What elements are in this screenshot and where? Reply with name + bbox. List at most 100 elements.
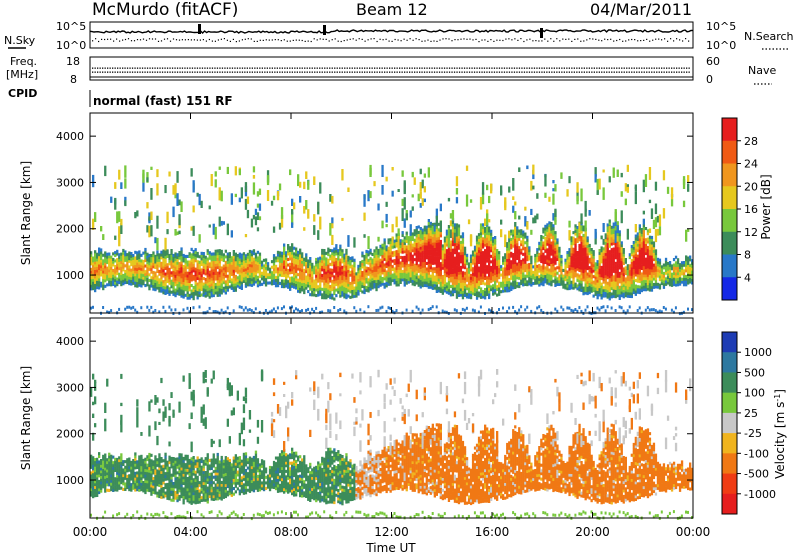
echo-cell	[180, 284, 182, 287]
echo-cell	[299, 260, 301, 263]
echo-cell	[440, 279, 442, 282]
echo-cell	[104, 271, 106, 274]
echo-cell	[373, 269, 375, 272]
noise-search-dot	[182, 39, 183, 40]
echo-cell	[124, 273, 126, 276]
echo-cell	[434, 287, 436, 290]
echo-cell	[227, 224, 229, 236]
echo-cell	[390, 255, 392, 258]
echo-cell	[154, 263, 156, 266]
echo-cell	[229, 269, 231, 272]
echo-cell	[558, 261, 560, 264]
echo-cell	[582, 287, 584, 290]
echo-cell	[520, 265, 522, 268]
echo-cell	[271, 260, 273, 263]
noise-search-dot	[236, 41, 237, 42]
echo-cell	[128, 279, 130, 282]
echo-cell	[259, 264, 261, 267]
echo-cell	[307, 273, 309, 276]
echo-cell	[580, 261, 582, 264]
echo-cell	[412, 244, 414, 247]
echo-cell	[506, 281, 508, 284]
echo-cell	[162, 252, 164, 255]
echo-cell	[323, 294, 325, 297]
echo-cell	[295, 275, 297, 278]
echo-cell	[528, 274, 530, 277]
echo-cell	[323, 255, 325, 258]
echo-cell	[482, 246, 484, 249]
freq-dot	[679, 68, 680, 69]
noise-search-dot	[565, 39, 566, 40]
echo-cell	[498, 284, 500, 287]
echo-cell	[116, 211, 118, 223]
echo-cell	[363, 283, 365, 286]
echo-cell	[355, 289, 357, 292]
freq-dot	[254, 68, 255, 69]
echo-cell	[578, 222, 580, 232]
echo-cell	[201, 257, 203, 260]
nave-dot	[409, 72, 410, 73]
echo-cell	[176, 281, 178, 284]
echo-cell	[526, 283, 528, 286]
echo-cell	[321, 279, 323, 282]
echo-cell	[287, 272, 289, 275]
echo-cell	[180, 270, 182, 273]
echo-cell	[566, 257, 568, 260]
echo-cell	[578, 238, 580, 241]
freq-right-tick-bottom: 0	[706, 73, 713, 86]
echo-cell	[92, 175, 94, 187]
echo-cell	[339, 292, 341, 295]
echo-cell	[412, 246, 414, 249]
echo-cell	[211, 267, 213, 270]
echo-cell	[490, 274, 492, 277]
echo-cell	[299, 254, 301, 257]
echo-cell	[426, 262, 428, 265]
echo-cell	[225, 264, 227, 267]
echo-cell	[492, 293, 494, 296]
echo-cell	[408, 256, 410, 259]
echo-cell	[227, 289, 229, 292]
echo-cell	[136, 254, 138, 257]
echo-cell	[363, 261, 365, 264]
nave-dot	[179, 72, 180, 73]
echo-cell	[136, 276, 138, 279]
echo-cell	[550, 269, 552, 272]
echo-cell	[412, 271, 414, 274]
echo-cell	[269, 281, 271, 284]
echo-cell	[339, 284, 341, 287]
echo-cell	[388, 269, 390, 272]
echo-cell	[558, 263, 560, 266]
echo-cell	[295, 307, 297, 310]
echo-cell	[460, 269, 462, 272]
echo-cell	[279, 223, 281, 230]
echo-cell	[532, 186, 534, 190]
echo-cell	[534, 273, 536, 276]
echo-cell	[436, 257, 438, 260]
echo-cell	[554, 242, 556, 245]
echo-cell	[174, 275, 176, 278]
echo-cell	[168, 260, 170, 263]
nave-dot	[144, 72, 145, 73]
echo-cell	[108, 278, 110, 281]
echo-cell	[193, 306, 195, 309]
echo-cell	[337, 274, 339, 277]
echo-cell	[315, 266, 317, 269]
echo-cell	[309, 263, 311, 266]
echo-cell	[570, 281, 572, 284]
echo-cell	[146, 253, 148, 256]
echo-cell	[345, 257, 347, 260]
echo-cell	[241, 287, 243, 290]
freq-dot	[581, 68, 582, 69]
echo-cell	[178, 265, 180, 268]
echo-cell	[518, 238, 520, 241]
echo-cell	[120, 275, 122, 278]
echo-cell	[456, 254, 458, 257]
echo-cell	[530, 181, 532, 191]
echo-cell	[150, 268, 152, 271]
echo-cell	[572, 278, 574, 281]
echo-cell	[215, 255, 217, 258]
echo-cell	[317, 274, 319, 277]
echo-cell	[176, 232, 178, 236]
echo-cell	[271, 309, 273, 312]
echo-cell	[578, 266, 580, 269]
